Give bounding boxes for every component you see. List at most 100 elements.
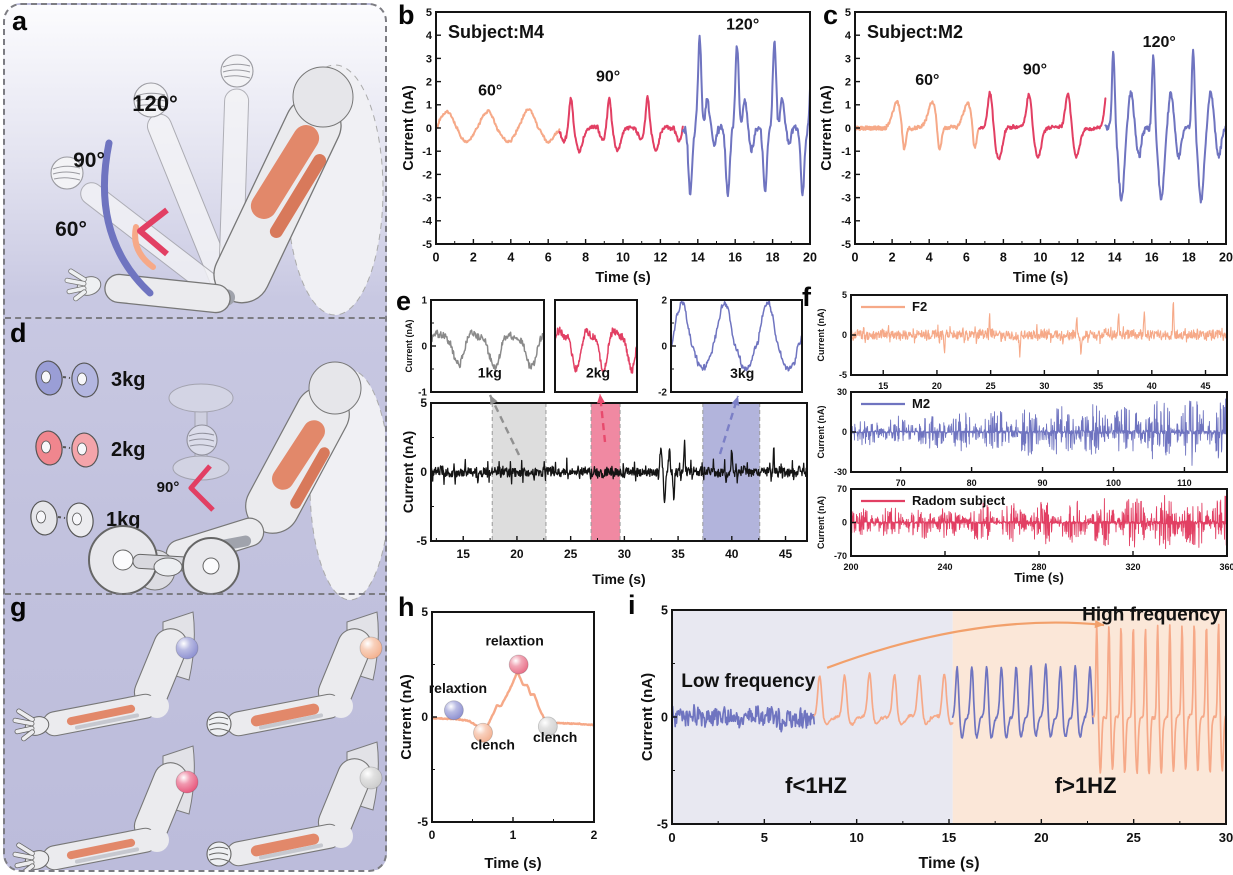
chart-frequency: 0 5 10 15 20 25 30 5 0 -5 Time (s) Current (nA) Low … <box>639 600 1233 872</box>
svg-text:2: 2 <box>591 828 598 842</box>
svg-text:0: 0 <box>842 427 847 437</box>
svg-text:8: 8 <box>582 251 589 265</box>
svg-text:100: 100 <box>1106 478 1121 488</box>
svg-text:Time (s): Time (s) <box>1013 270 1069 286</box>
svg-text:4: 4 <box>507 251 514 265</box>
svg-text:60°: 60° <box>915 72 939 89</box>
svg-text:-30: -30 <box>834 467 847 477</box>
chart-clench-relax: 0 1 2 5 0 -5 Time (s) Current (nA) relaxtion clen… <box>399 602 604 872</box>
svg-text:0: 0 <box>426 123 432 135</box>
svg-text:relaxtion: relaxtion <box>429 680 487 696</box>
panel-label-i: i <box>628 590 636 620</box>
chart-canvas-e_inset2: 2kg <box>554 299 638 393</box>
svg-text:3kg: 3kg <box>111 369 145 391</box>
chart-inset-2kg: 2kg <box>551 297 641 398</box>
svg-text:120°: 120° <box>726 16 759 33</box>
svg-text:2: 2 <box>661 296 667 307</box>
svg-text:F2: F2 <box>912 299 927 314</box>
svg-text:clench: clench <box>533 729 577 745</box>
panel-label-d: d <box>10 318 27 348</box>
arm-relax <box>12 611 199 742</box>
svg-text:-2: -2 <box>841 169 851 181</box>
svg-text:360: 360 <box>1219 562 1233 572</box>
svg-text:20: 20 <box>932 381 942 391</box>
svg-text:10: 10 <box>1034 251 1048 265</box>
arm-clench <box>206 741 383 867</box>
svg-text:-5: -5 <box>416 534 427 548</box>
svg-text:-70: -70 <box>834 551 847 561</box>
svg-text:15: 15 <box>878 381 888 391</box>
svg-text:240: 240 <box>937 562 952 572</box>
svg-text:18: 18 <box>1182 251 1196 265</box>
svg-text:f>1HZ: f>1HZ <box>1055 773 1117 798</box>
svg-text:Current (nA): Current (nA) <box>400 431 416 513</box>
svg-text:90°: 90° <box>157 479 180 496</box>
svg-text:120°: 120° <box>132 91 178 116</box>
svg-text:20: 20 <box>510 547 524 561</box>
chart-weight-main: 15 20 25 30 35 40 45 5 0 -5 Time (s) Current (nA) <box>400 396 816 588</box>
arm-clench <box>206 611 383 737</box>
chart-m2-subject: 70 80 90 100 110 30 0 -30 Current (nA) M2 <box>816 387 1233 488</box>
svg-text:-3: -3 <box>841 192 851 204</box>
svg-text:Subject:M4: Subject:M4 <box>448 22 544 42</box>
svg-text:-5: -5 <box>657 817 668 831</box>
svg-text:Subject:M2: Subject:M2 <box>867 22 963 42</box>
svg-text:Time (s): Time (s) <box>595 270 651 286</box>
svg-text:25: 25 <box>986 381 996 391</box>
svg-text:5: 5 <box>420 396 427 410</box>
panel-label-g: g <box>10 592 27 622</box>
svg-text:-5: -5 <box>417 815 428 829</box>
svg-text:1kg: 1kg <box>478 364 502 380</box>
svg-text:0: 0 <box>420 465 427 479</box>
svg-text:16: 16 <box>728 251 742 265</box>
svg-text:5: 5 <box>842 290 847 300</box>
svg-text:5: 5 <box>426 7 432 19</box>
svg-text:Current (nA): Current (nA) <box>401 85 417 171</box>
svg-text:70: 70 <box>837 484 847 494</box>
svg-text:40: 40 <box>725 547 739 561</box>
svg-text:30: 30 <box>1039 381 1049 391</box>
svg-text:200: 200 <box>843 562 858 572</box>
svg-text:4: 4 <box>926 251 933 265</box>
svg-text:0: 0 <box>421 342 427 353</box>
svg-text:Time (s): Time (s) <box>592 571 645 587</box>
svg-text:High frequency: High frequency <box>1082 605 1221 626</box>
svg-text:Low frequency: Low frequency <box>681 671 816 692</box>
svg-text:35: 35 <box>1093 381 1103 391</box>
svg-text:80: 80 <box>967 478 977 488</box>
svg-text:12: 12 <box>653 251 667 265</box>
svg-text:Current (nA): Current (nA) <box>816 309 826 362</box>
svg-text:15: 15 <box>942 830 956 845</box>
svg-text:0: 0 <box>668 830 675 845</box>
svg-text:-1: -1 <box>841 146 851 158</box>
svg-text:90°: 90° <box>73 149 105 172</box>
svg-text:-2: -2 <box>422 169 432 181</box>
svg-text:-1: -1 <box>422 146 432 158</box>
svg-text:1: 1 <box>845 100 851 112</box>
svg-text:clench: clench <box>471 737 515 753</box>
svg-text:6: 6 <box>545 251 552 265</box>
svg-text:Current (nA): Current (nA) <box>639 673 656 761</box>
chart-canvas-f2: 70 80 90 100 110 30 0 -30 Current (nA) M2 <box>816 387 1228 488</box>
svg-text:1: 1 <box>421 296 427 307</box>
svg-text:Current (nA): Current (nA) <box>816 496 826 549</box>
svg-text:5: 5 <box>845 7 851 19</box>
svg-text:90°: 90° <box>1023 62 1047 79</box>
svg-text:3: 3 <box>426 53 432 65</box>
svg-text:12: 12 <box>1071 251 1085 265</box>
svg-text:18: 18 <box>766 251 780 265</box>
svg-text:280: 280 <box>1031 562 1046 572</box>
svg-text:-2: -2 <box>658 388 667 399</box>
svg-text:Time (s): Time (s) <box>918 855 979 872</box>
svg-text:320: 320 <box>1125 562 1140 572</box>
svg-text:20: 20 <box>1219 251 1233 265</box>
svg-text:2kg: 2kg <box>586 364 610 380</box>
illustration-column: 120° 90° 60° 3kg 2kg 1kg 90° <box>3 3 387 872</box>
svg-text:3kg: 3kg <box>730 365 754 381</box>
svg-text:2kg: 2kg <box>111 439 145 461</box>
svg-text:25: 25 <box>564 547 578 561</box>
svg-text:30: 30 <box>837 387 847 397</box>
svg-text:2: 2 <box>426 76 432 88</box>
